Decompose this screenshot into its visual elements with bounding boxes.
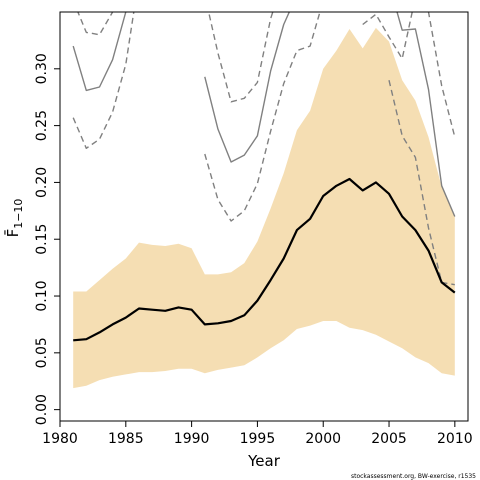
x-tick-label: 2000 bbox=[305, 431, 341, 447]
series-estimate-line bbox=[73, 177, 456, 342]
x-axis: 1980 1985 1990 1995 2000 2005 2010 bbox=[42, 421, 473, 447]
x-tick-label: 2005 bbox=[371, 431, 407, 447]
plot-frame bbox=[59, 11, 469, 422]
x-axis-title: Year bbox=[247, 452, 281, 470]
confidence-band bbox=[73, 27, 455, 389]
y-tick-label: 0.25 bbox=[34, 110, 50, 141]
y-axis: 0.00 0.05 0.10 0.15 0.20 0.25 0.30 bbox=[34, 53, 60, 425]
y-tick-label: 0.30 bbox=[34, 53, 50, 84]
series-alt-upper-line bbox=[77, 12, 456, 138]
y-axis-title: F̄1−10 bbox=[3, 199, 25, 238]
x-tick-label: 1985 bbox=[108, 431, 144, 447]
footer-note: stockassessment.org, BW-exercise, r1535 bbox=[351, 473, 476, 480]
series-alt-estimate-line bbox=[72, 12, 456, 217]
x-tick-label: 2010 bbox=[437, 431, 473, 447]
y-axis-title-main: F̄ bbox=[3, 229, 22, 238]
y-tick-label: 0.00 bbox=[34, 394, 50, 425]
y-tick-label: 0.10 bbox=[34, 280, 50, 311]
y-tick-label: 0.05 bbox=[34, 337, 50, 368]
x-tick-label: 1995 bbox=[240, 431, 276, 447]
plot-area bbox=[72, 12, 456, 389]
y-tick-label: 0.15 bbox=[34, 224, 50, 255]
svg-text:F̄1−10: F̄1−10 bbox=[3, 199, 25, 238]
y-axis-title-subscript: 1−10 bbox=[12, 199, 25, 229]
x-tick-label: 1980 bbox=[42, 431, 78, 447]
y-tick-label: 0.20 bbox=[34, 167, 50, 198]
x-tick-label: 1990 bbox=[174, 431, 210, 447]
